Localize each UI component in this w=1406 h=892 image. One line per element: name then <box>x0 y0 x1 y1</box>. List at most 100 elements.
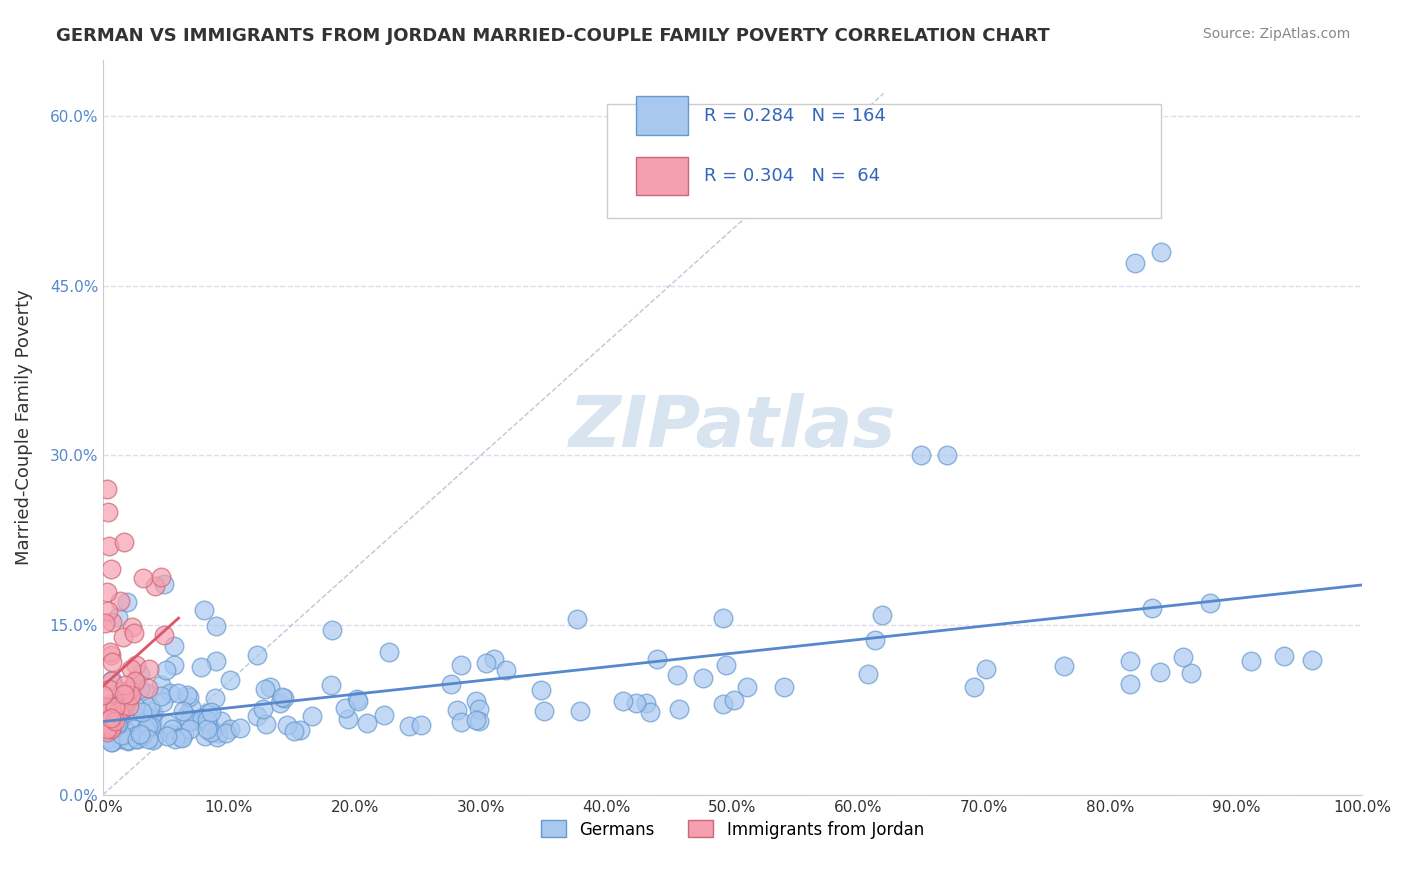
Point <box>624 696 647 710</box>
Point <box>112 535 135 549</box>
Point <box>723 692 745 706</box>
Point <box>96 704 118 718</box>
Point <box>215 726 238 740</box>
Point <box>179 714 201 728</box>
Point <box>346 692 368 706</box>
Point <box>149 678 172 692</box>
Point <box>530 682 553 697</box>
Point <box>172 731 194 746</box>
Point <box>135 685 157 699</box>
Point <box>205 619 228 633</box>
Point <box>117 595 139 609</box>
Point <box>665 668 688 682</box>
Point <box>163 732 186 747</box>
FancyBboxPatch shape <box>636 96 689 135</box>
Point <box>110 703 132 717</box>
Point <box>100 561 122 575</box>
Point <box>141 712 163 726</box>
Point <box>180 700 202 714</box>
Point <box>411 718 433 732</box>
Point <box>335 701 357 715</box>
Point <box>1272 649 1295 664</box>
FancyBboxPatch shape <box>606 103 1160 218</box>
Point <box>337 712 360 726</box>
Point <box>910 449 932 463</box>
Point <box>110 713 132 727</box>
Point <box>100 735 122 749</box>
Point <box>121 687 143 701</box>
Point <box>207 726 229 740</box>
Point <box>246 648 269 663</box>
Point <box>170 730 193 744</box>
Point <box>124 657 146 672</box>
Point <box>100 719 122 733</box>
Point <box>197 717 219 731</box>
Point <box>94 615 117 630</box>
Point <box>276 718 298 732</box>
Point <box>125 731 148 746</box>
Point <box>131 728 153 742</box>
Point <box>229 722 252 736</box>
Point <box>124 699 146 714</box>
Point <box>159 686 181 700</box>
Point <box>195 722 218 736</box>
Point <box>1199 596 1222 610</box>
Point <box>174 709 197 723</box>
Point <box>100 673 122 688</box>
Point <box>1119 654 1142 668</box>
Point <box>209 714 232 729</box>
Point <box>94 699 117 714</box>
Point <box>1140 601 1163 615</box>
Point <box>735 680 758 694</box>
Point <box>219 722 242 736</box>
Point <box>638 705 661 719</box>
Point <box>94 711 117 725</box>
Point <box>468 702 491 716</box>
Point <box>935 449 957 463</box>
Point <box>156 729 179 743</box>
Point <box>100 615 122 629</box>
Point <box>117 683 139 698</box>
Point <box>120 662 142 676</box>
Point <box>100 721 122 735</box>
Point <box>191 711 214 725</box>
Point <box>195 713 218 727</box>
Point <box>96 722 118 736</box>
Point <box>482 652 505 666</box>
Point <box>98 539 121 553</box>
Point <box>1119 677 1142 691</box>
Point <box>115 699 138 714</box>
Point <box>100 648 122 663</box>
Point <box>100 711 122 725</box>
Point <box>129 727 152 741</box>
Point <box>150 689 173 703</box>
Point <box>139 700 162 714</box>
Point <box>450 657 472 672</box>
Point <box>97 706 120 720</box>
Point <box>269 696 291 710</box>
Point <box>870 607 893 622</box>
Point <box>152 695 174 709</box>
Point <box>283 724 305 739</box>
Point <box>138 661 160 675</box>
Point <box>135 723 157 737</box>
Point <box>142 733 165 747</box>
FancyBboxPatch shape <box>636 157 689 194</box>
Text: GERMAN VS IMMIGRANTS FROM JORDAN MARRIED-COUPLE FAMILY POVERTY CORRELATION CHART: GERMAN VS IMMIGRANTS FROM JORDAN MARRIED… <box>56 27 1050 45</box>
Point <box>218 673 240 687</box>
Point <box>96 483 118 497</box>
Point <box>101 673 124 687</box>
Point <box>668 702 690 716</box>
Point <box>142 731 165 746</box>
Point <box>131 705 153 719</box>
Point <box>131 728 153 742</box>
Point <box>612 694 634 708</box>
Point <box>112 630 135 644</box>
Point <box>173 726 195 740</box>
Point <box>1180 666 1202 681</box>
Point <box>1149 244 1171 259</box>
Point <box>96 725 118 739</box>
Point <box>122 722 145 736</box>
Legend: Germans, Immigrants from Jordan: Germans, Immigrants from Jordan <box>534 814 931 846</box>
Point <box>136 732 159 747</box>
